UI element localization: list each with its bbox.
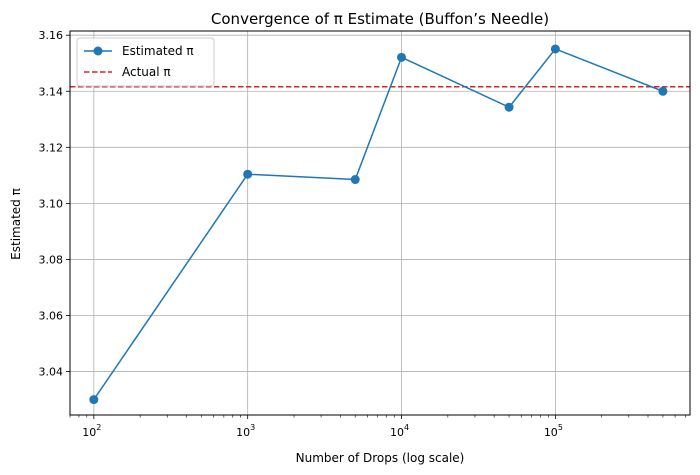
data-point	[550, 44, 560, 54]
grid	[70, 31, 690, 415]
y-axis-label: Estimated π	[9, 188, 23, 260]
data-point	[350, 175, 360, 185]
data-point	[243, 169, 253, 179]
y-ticks: 3.04 3.06 3.08 3.10 3.12 3.14 3.16	[39, 29, 70, 379]
x-tick-label: 103	[236, 423, 255, 439]
legend-reference-label: Actual π	[122, 65, 171, 79]
data-point	[89, 395, 99, 405]
y-tick-label: 3.16	[39, 29, 64, 42]
data-point	[397, 52, 407, 62]
x-tick-label: 102	[82, 423, 101, 439]
x-tick-label: 105	[544, 423, 563, 439]
y-tick-label: 3.06	[39, 309, 64, 322]
series-line	[93, 48, 664, 401]
x-tick-label: 104	[390, 423, 409, 439]
chart-title: Convergence of π Estimate (Buffon’s Need…	[211, 10, 549, 28]
plot-frame	[69, 30, 691, 416]
data-point	[658, 86, 668, 96]
y-tick-label: 3.08	[39, 253, 64, 266]
legend-box	[76, 37, 215, 87]
y-tick-label: 3.04	[39, 366, 64, 379]
data-point	[504, 102, 514, 112]
x-axis-label: Number of Drops (log scale)	[296, 451, 465, 465]
legend: Estimated π Actual π	[76, 37, 215, 87]
y-tick-label: 3.14	[39, 85, 64, 98]
legend-series-label: Estimated π	[122, 44, 194, 58]
x-ticks: 102 103 104 105	[82, 415, 563, 439]
y-tick-label: 3.10	[39, 197, 64, 210]
series-layer	[89, 44, 668, 405]
y-tick-label: 3.12	[39, 141, 64, 154]
legend-series-marker	[93, 46, 103, 56]
